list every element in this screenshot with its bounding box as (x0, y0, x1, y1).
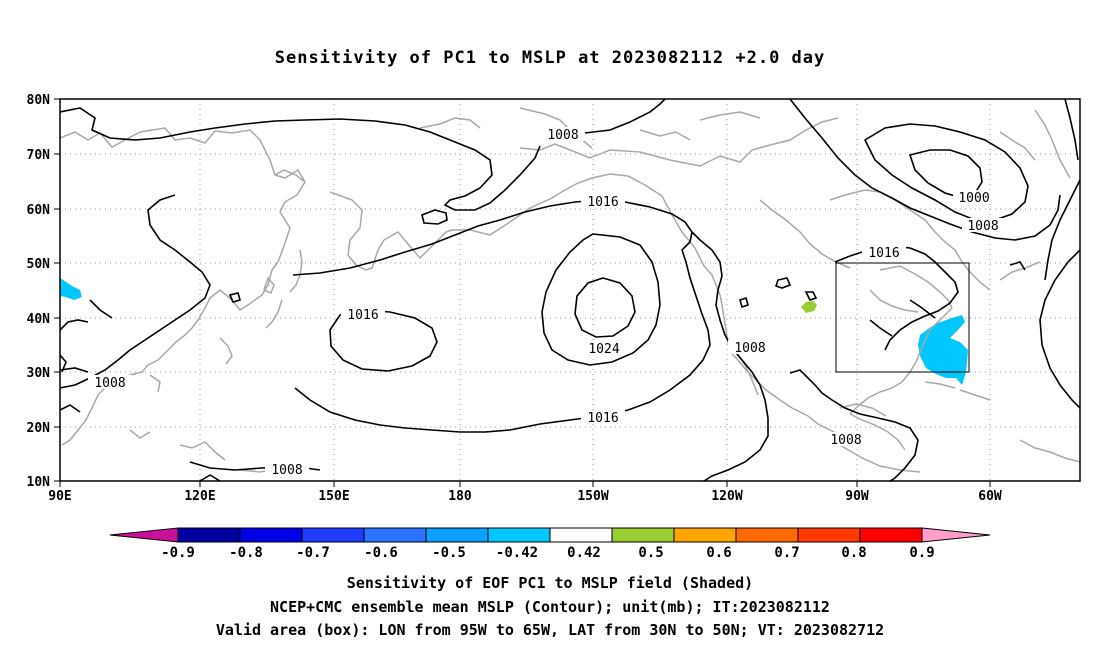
axis-ticks (54, 98, 991, 487)
lon-tick-label: 180 (448, 489, 472, 504)
colorbar-label: 0.42 (567, 545, 601, 561)
caption-line-2: NCEP+CMC ensemble mean MSLP (Contour); u… (270, 598, 830, 616)
colorbar-label: 0.9 (909, 545, 934, 561)
lat-tick-label: 60N (27, 203, 51, 218)
map-plot-area (60, 99, 1080, 481)
lat-tick-label: 40N (27, 312, 51, 327)
colorbar-cell (797, 527, 861, 543)
colorbar-label: -0.8 (229, 545, 263, 561)
colorbar-max-triangle (921, 527, 991, 543)
valid-area-box (835, 262, 970, 373)
lon-tick-label: 120W (711, 489, 742, 504)
colorbar-cell (735, 527, 799, 543)
colorbar-cell (239, 527, 303, 543)
map-frame (59, 98, 1081, 482)
lon-tick-label: 60W (978, 489, 1002, 504)
colorbar-cell (177, 527, 241, 543)
colorbar-label: 0.7 (774, 545, 799, 561)
contour-label: 1000 (958, 191, 989, 206)
colorbar-cell (859, 527, 923, 543)
colorbar-cell (673, 527, 737, 543)
lon-tick-label: 150E (318, 489, 349, 504)
colorbar-labels: -0.9 -0.8 -0.7 -0.6 -0.5 -0.42 0.42 0.5 … (161, 545, 935, 561)
mslp-contours (60, 99, 1080, 481)
map-title: Sensitivity of PC1 to MSLP at 2023082112… (274, 48, 826, 68)
lon-tick-label: 90E (48, 489, 71, 504)
contour-label: 1016 (587, 411, 618, 426)
longitude-labels: 90E 120E 150E 180 150W 120W 90W 60W (48, 489, 1002, 504)
contour-label: 1008 (734, 341, 765, 356)
colorbar-cells (177, 527, 923, 543)
latitude-labels: 80N 70N 60N 50N 40N 30N 20N 10N (27, 93, 51, 490)
contour-label: 1008 (967, 219, 998, 234)
us-east-coast-patch (918, 315, 968, 385)
lat-tick-label: 80N (27, 93, 51, 108)
colorbar-min-triangle (109, 527, 179, 543)
contour-label: 1008 (94, 376, 125, 391)
lon-tick-label: 120E (184, 489, 215, 504)
caption-line-1: Sensitivity of EOF PC1 to MSLP field (Sh… (346, 574, 754, 592)
colorbar-label: -0.6 (364, 545, 398, 561)
colorbar-cell (611, 527, 675, 543)
lat-tick-label: 50N (27, 257, 51, 272)
colorbar-label: -0.5 (432, 545, 466, 561)
contour-label: 1016 (868, 246, 899, 261)
colorbar-cell (549, 527, 613, 543)
contour-label: 1008 (547, 128, 578, 143)
colorbar-label: 0.5 (638, 545, 663, 561)
colorbar-label: -0.9 (161, 545, 195, 561)
contour-label: 1008 (271, 463, 302, 478)
lon-tick-label: 150W (577, 489, 608, 504)
central-us-patch (801, 301, 817, 313)
colorbar-label: 0.6 (706, 545, 731, 561)
caption-line-3: Valid area (box): LON from 95W to 65W, L… (215, 621, 885, 639)
colorbar-label: -0.42 (496, 545, 538, 561)
lat-tick-label: 10N (27, 475, 51, 490)
colorbar-cell (425, 527, 489, 543)
contour-label: 1016 (587, 195, 618, 210)
colorbar: -0.9 -0.8 -0.7 -0.6 -0.5 -0.42 0.42 0.5 … (109, 527, 991, 561)
colorbar-label: 0.8 (841, 545, 866, 561)
contour-labels: 1008 1000 1008 1016 1016 1016 1024 1016 … (88, 127, 1004, 478)
colorbar-cell (301, 527, 365, 543)
western-pacific-patch (60, 278, 82, 300)
lat-tick-label: 20N (27, 421, 51, 436)
lat-tick-label: 30N (27, 366, 51, 381)
colorbar-label: -0.7 (296, 545, 330, 561)
contour-label: 1016 (347, 308, 378, 323)
lon-tick-label: 90W (845, 489, 869, 504)
colorbar-cell (487, 527, 551, 543)
contour-label: 1008 (830, 433, 861, 448)
colorbar-cell (363, 527, 427, 543)
contour-label: 1024 (588, 342, 619, 357)
lat-tick-label: 70N (27, 148, 51, 163)
